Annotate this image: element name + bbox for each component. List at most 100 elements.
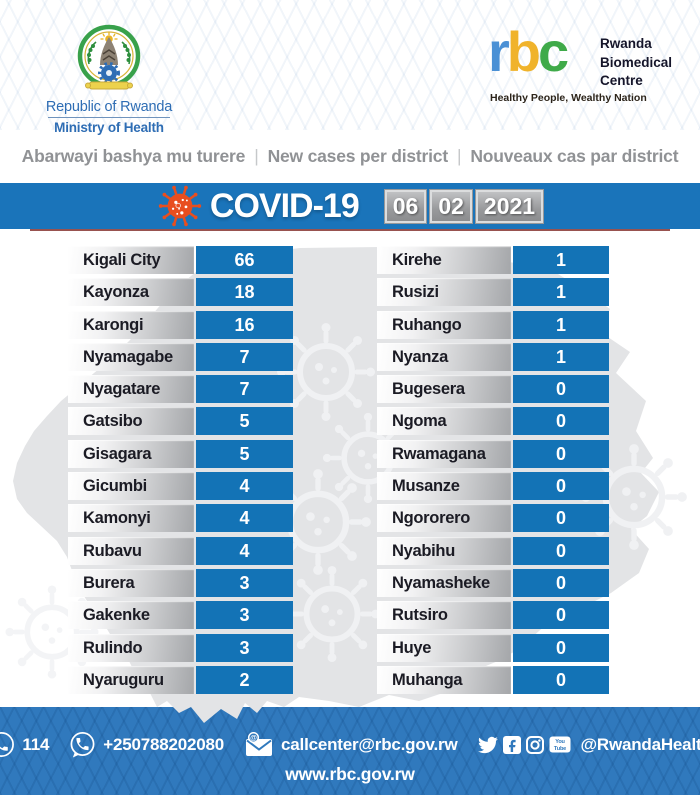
- district-value: 0: [513, 472, 609, 501]
- district-row: Rwamagana 0: [377, 439, 609, 468]
- svg-text:Tube: Tube: [553, 746, 565, 752]
- district-value: 3: [196, 633, 293, 662]
- instagram-icon[interactable]: [525, 735, 544, 754]
- envelope-at-icon: @: [246, 731, 273, 756]
- phone-bubble-icon: [70, 732, 95, 758]
- district-table-left: Kigali City 66 Kayonza 18 Karongi 16 Nya…: [68, 246, 293, 698]
- social-icons: You Tube: [477, 735, 571, 755]
- district-row: Nyaruguru 2: [68, 665, 293, 694]
- district-row: Kamonyi 4: [68, 504, 293, 533]
- district-row: Nyagatare 7: [68, 375, 293, 404]
- district-label: Huye: [377, 633, 511, 662]
- district-label: Gicumbi: [68, 472, 194, 501]
- government-identity: Republic of Rwanda Ministry of Health: [30, 22, 188, 135]
- coronavirus-icon: [158, 185, 202, 227]
- district-value: 0: [513, 375, 609, 404]
- rbc-logo-letters: rbc: [488, 24, 569, 80]
- district-row: Kigali City 66: [68, 246, 293, 274]
- district-row: Kayonza 18: [68, 278, 293, 307]
- report-date: 06 02 2021: [383, 188, 545, 224]
- district-label: Ngororero: [377, 504, 511, 533]
- facebook-icon[interactable]: [502, 735, 521, 754]
- district-value: 4: [196, 536, 293, 565]
- email-contact[interactable]: @ callcenter@rbc.gov.rw: [244, 731, 458, 758]
- district-label: Nyamagabe: [68, 342, 194, 371]
- youtube-icon[interactable]: You Tube: [549, 736, 571, 753]
- svg-text:@: @: [250, 735, 257, 742]
- district-row: Rusizi 1: [377, 278, 609, 307]
- district-label: Gatsibo: [68, 407, 194, 436]
- district-row: Nyabihu 0: [377, 536, 609, 565]
- district-value: 0: [513, 568, 609, 597]
- district-row: Ruhango 1: [377, 310, 609, 339]
- district-table-right: Kirehe 1 Rusizi 1 Ruhango 1 Nyanza 1 Bug…: [377, 246, 609, 698]
- district-label: Rwamagana: [377, 439, 511, 468]
- district-row: Kirehe 1: [377, 246, 609, 274]
- district-label: Nyamasheke: [377, 568, 511, 597]
- rbc-letter-r: r: [488, 20, 510, 83]
- twitter-icon[interactable]: [477, 735, 498, 755]
- contact-row: 114 +250788202080 @: [0, 707, 700, 758]
- district-value: 1: [513, 342, 609, 371]
- district-label: Kigali City: [68, 246, 194, 274]
- district-value: 0: [513, 601, 609, 630]
- district-row: Nyanza 1: [377, 342, 609, 371]
- district-label: Karongi: [68, 310, 194, 339]
- district-row: Rutsiro 0: [377, 601, 609, 630]
- district-value: 0: [513, 439, 609, 468]
- district-row: Nyamagabe 7: [68, 342, 293, 371]
- district-label: Nyagatare: [68, 375, 194, 404]
- district-value: 5: [196, 439, 293, 468]
- banner-title: COVID-19: [209, 186, 360, 225]
- rbc-name-line3: Centre: [600, 73, 643, 88]
- district-row: Karongi 16: [68, 310, 293, 339]
- district-value: 7: [196, 375, 293, 404]
- district-value: 3: [196, 568, 293, 597]
- district-label: Bugesera: [377, 375, 511, 404]
- district-value: 3: [196, 601, 293, 630]
- rwanda-coat-of-arms-icon: [77, 24, 141, 90]
- district-value: 1: [513, 278, 609, 307]
- district-value: 4: [196, 504, 293, 533]
- district-value: 2: [196, 665, 293, 694]
- district-label: Nyanza: [377, 342, 511, 371]
- hotline-long[interactable]: +250788202080: [69, 731, 224, 758]
- social-handle[interactable]: @RwandaHealth: [580, 734, 700, 754]
- district-label: Ngoma: [377, 407, 511, 436]
- district-label: Nyabihu: [377, 536, 511, 565]
- phone-icon: [0, 732, 15, 757]
- email-address[interactable]: callcenter@rbc.gov.rw: [281, 734, 458, 754]
- subtitle: Abarwayi bashya mu turere | New cases per …: [0, 146, 700, 167]
- district-label: Kayonza: [68, 278, 194, 307]
- rbc-tagline: Healthy People, Wealthy Nation: [490, 92, 647, 104]
- country-name: Republic of Rwanda: [45, 99, 173, 115]
- covid-banner: COVID-19 06 02 2021: [0, 183, 700, 229]
- district-row: Ngoma 0: [377, 407, 609, 436]
- date-month: 02: [429, 188, 473, 224]
- district-row: Nyamasheke 0: [377, 568, 609, 597]
- district-label: Ruhango: [377, 310, 511, 339]
- district-label: Rusizi: [377, 278, 511, 307]
- district-row: Gicumbi 4: [68, 472, 293, 501]
- district-label: Kirehe: [377, 246, 511, 274]
- hotline-short-number[interactable]: 114: [22, 734, 50, 754]
- district-label: Gisagara: [68, 439, 194, 468]
- district-label: Gakenke: [68, 601, 194, 630]
- website-url[interactable]: www.rbc.gov.rw: [285, 764, 415, 784]
- district-label: Rulindo: [68, 633, 194, 662]
- district-value: 16: [196, 310, 293, 339]
- subtitle-separator: |: [456, 146, 462, 166]
- footer-background: [0, 707, 700, 795]
- date-day: 06: [383, 188, 428, 224]
- rbc-logo: rbc Rwanda Biomedical Centre Healthy Peo…: [488, 24, 678, 118]
- district-row: Burera 3: [68, 568, 293, 597]
- district-row: Bugesera 0: [377, 375, 609, 404]
- district-row: Ngororero 0: [377, 504, 609, 533]
- district-row: Gakenke 3: [68, 601, 293, 630]
- footer: 114 +250788202080 @: [0, 707, 700, 795]
- hotline-long-number[interactable]: +250788202080: [103, 734, 225, 754]
- date-year: 2021: [474, 188, 545, 224]
- district-value: 0: [513, 665, 609, 694]
- hotline-short[interactable]: 114: [0, 731, 49, 758]
- rbc-letter-b: b: [506, 20, 541, 83]
